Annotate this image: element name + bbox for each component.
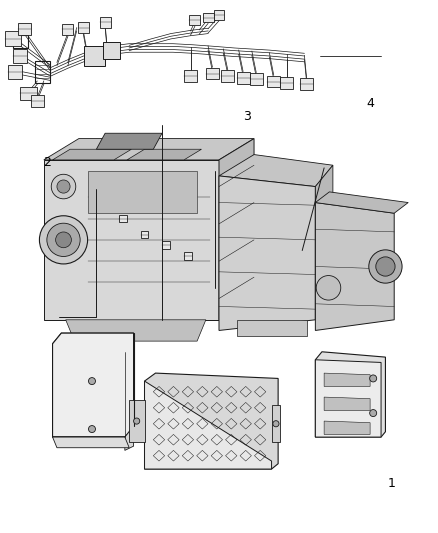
Circle shape — [376, 257, 395, 276]
Circle shape — [88, 377, 95, 385]
Bar — [184, 252, 192, 260]
Polygon shape — [219, 139, 254, 320]
Polygon shape — [237, 320, 307, 336]
Bar — [184, 70, 197, 82]
Bar — [99, 17, 110, 28]
Bar — [62, 24, 73, 35]
Circle shape — [88, 425, 95, 433]
Text: 1: 1 — [388, 478, 396, 490]
Polygon shape — [324, 397, 370, 410]
Polygon shape — [53, 333, 134, 437]
Text: 4: 4 — [366, 98, 374, 110]
Bar — [8, 66, 22, 78]
Bar — [78, 22, 88, 33]
Polygon shape — [315, 352, 385, 437]
Circle shape — [369, 250, 402, 283]
Bar — [18, 23, 31, 35]
Polygon shape — [315, 360, 381, 437]
Polygon shape — [272, 405, 280, 442]
Bar — [103, 42, 120, 59]
Bar — [31, 95, 44, 107]
Circle shape — [370, 409, 377, 417]
Circle shape — [47, 223, 80, 256]
Bar — [119, 215, 127, 222]
Bar — [221, 70, 234, 82]
Polygon shape — [96, 133, 162, 149]
Bar — [5, 31, 21, 46]
Circle shape — [134, 418, 140, 424]
Bar — [250, 73, 263, 85]
Polygon shape — [324, 373, 370, 386]
Bar — [214, 10, 224, 20]
Polygon shape — [315, 165, 333, 320]
Text: 2: 2 — [43, 156, 51, 169]
Polygon shape — [66, 320, 206, 341]
Bar — [206, 68, 219, 79]
Polygon shape — [53, 149, 131, 160]
Circle shape — [273, 421, 279, 427]
Polygon shape — [53, 333, 134, 437]
Polygon shape — [53, 426, 134, 450]
Bar — [237, 72, 250, 84]
Text: 3: 3 — [244, 110, 251, 123]
Bar — [280, 77, 293, 89]
Polygon shape — [145, 381, 272, 469]
Bar — [189, 15, 200, 25]
Bar — [84, 46, 105, 66]
Circle shape — [39, 216, 88, 264]
Polygon shape — [219, 176, 315, 330]
Polygon shape — [324, 421, 370, 434]
Polygon shape — [44, 160, 219, 320]
Bar — [141, 231, 148, 238]
Bar — [202, 13, 213, 22]
Bar — [20, 86, 37, 100]
Polygon shape — [129, 400, 145, 442]
Polygon shape — [219, 155, 333, 187]
Polygon shape — [127, 149, 201, 160]
Bar — [300, 78, 313, 90]
Polygon shape — [53, 437, 129, 448]
Circle shape — [57, 180, 70, 193]
Circle shape — [56, 232, 71, 248]
Circle shape — [370, 375, 377, 382]
Bar — [13, 50, 27, 63]
Polygon shape — [44, 139, 254, 160]
Polygon shape — [145, 373, 278, 469]
Polygon shape — [315, 192, 408, 213]
Circle shape — [316, 276, 341, 300]
Circle shape — [51, 174, 76, 199]
Polygon shape — [88, 171, 197, 213]
Polygon shape — [315, 203, 394, 330]
Bar — [162, 241, 170, 249]
Bar — [267, 76, 280, 87]
